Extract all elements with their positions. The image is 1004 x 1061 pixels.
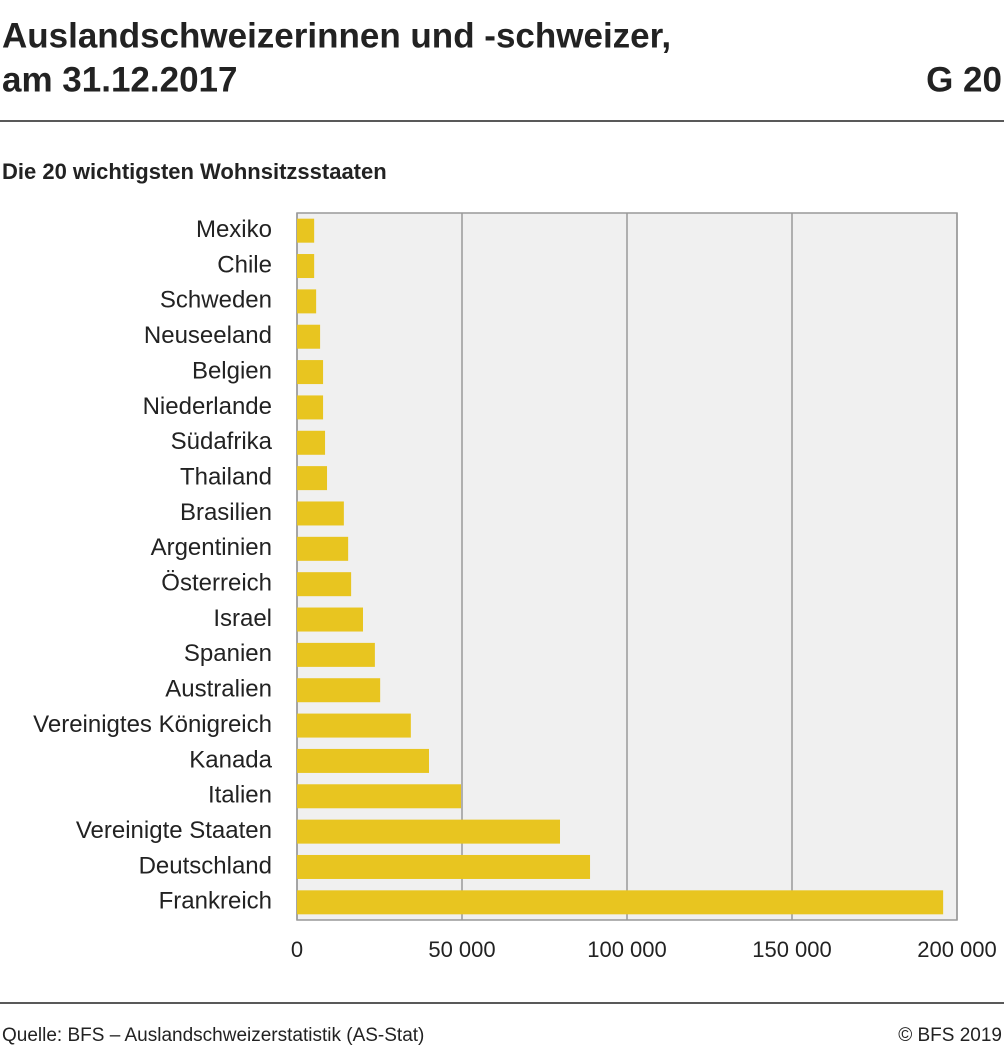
x-tick-label: 0 [291,937,303,962]
y-tick-label: Vereinigte Staaten [76,817,272,844]
y-tick-label: Neuseeland [144,322,272,349]
y-tick-label: Argentinien [151,534,272,561]
y-tick-label: Schweden [160,287,272,314]
bar [297,890,944,915]
y-tick-label: Vereinigtes Königreich [33,711,272,738]
x-tick-label: 100 000 [587,937,667,962]
y-tick-label: Südafrika [171,428,273,455]
x-tick-label: 150 000 [752,937,832,962]
y-tick-label: Frankreich [159,888,272,915]
y-tick-label: Spanien [184,640,272,667]
source: Quelle: BFS – Auslandschweizerstatistik … [2,1025,424,1046]
bar [297,854,591,879]
bar [297,607,363,632]
bar [297,572,352,597]
y-tick-label: Brasilien [180,499,272,526]
bar [297,784,462,809]
bar [297,360,324,385]
y-tick-label: Chile [217,251,272,278]
y-tick-label: Österreich [161,570,272,597]
bar [297,466,328,491]
bar [297,713,411,738]
x-tick-label: 50 000 [428,937,495,962]
y-tick-label: Italien [208,782,272,809]
chart-title: Auslandschweizerinnen und -schweizer, [2,16,671,55]
bar [297,289,317,314]
figure-number: G 20 [926,60,1002,99]
x-tick-label: 200 000 [917,937,997,962]
y-tick-label: Mexiko [196,216,272,243]
bar [297,254,315,279]
y-tick-label: Belgien [192,357,272,384]
bar [297,642,375,667]
subtitle: Die 20 wichtigsten Wohnsitzsstaaten [2,159,387,184]
y-tick-label: Australien [165,676,272,703]
bar [297,395,324,420]
y-tick-label: Niederlande [143,393,272,420]
bar [297,748,429,773]
bar [297,218,315,243]
bar [297,678,381,703]
bar [297,536,349,561]
y-tick-label: Thailand [180,463,272,490]
bar [297,501,344,526]
bar [297,430,326,455]
bar [297,324,321,349]
bar [297,819,561,844]
copyright: © BFS 2019 [898,1025,1002,1046]
chart-title: am 31.12.2017 [2,60,237,99]
y-tick-label: Kanada [189,746,272,773]
y-tick-label: Israel [213,605,272,632]
y-tick-label: Deutschland [139,852,272,879]
